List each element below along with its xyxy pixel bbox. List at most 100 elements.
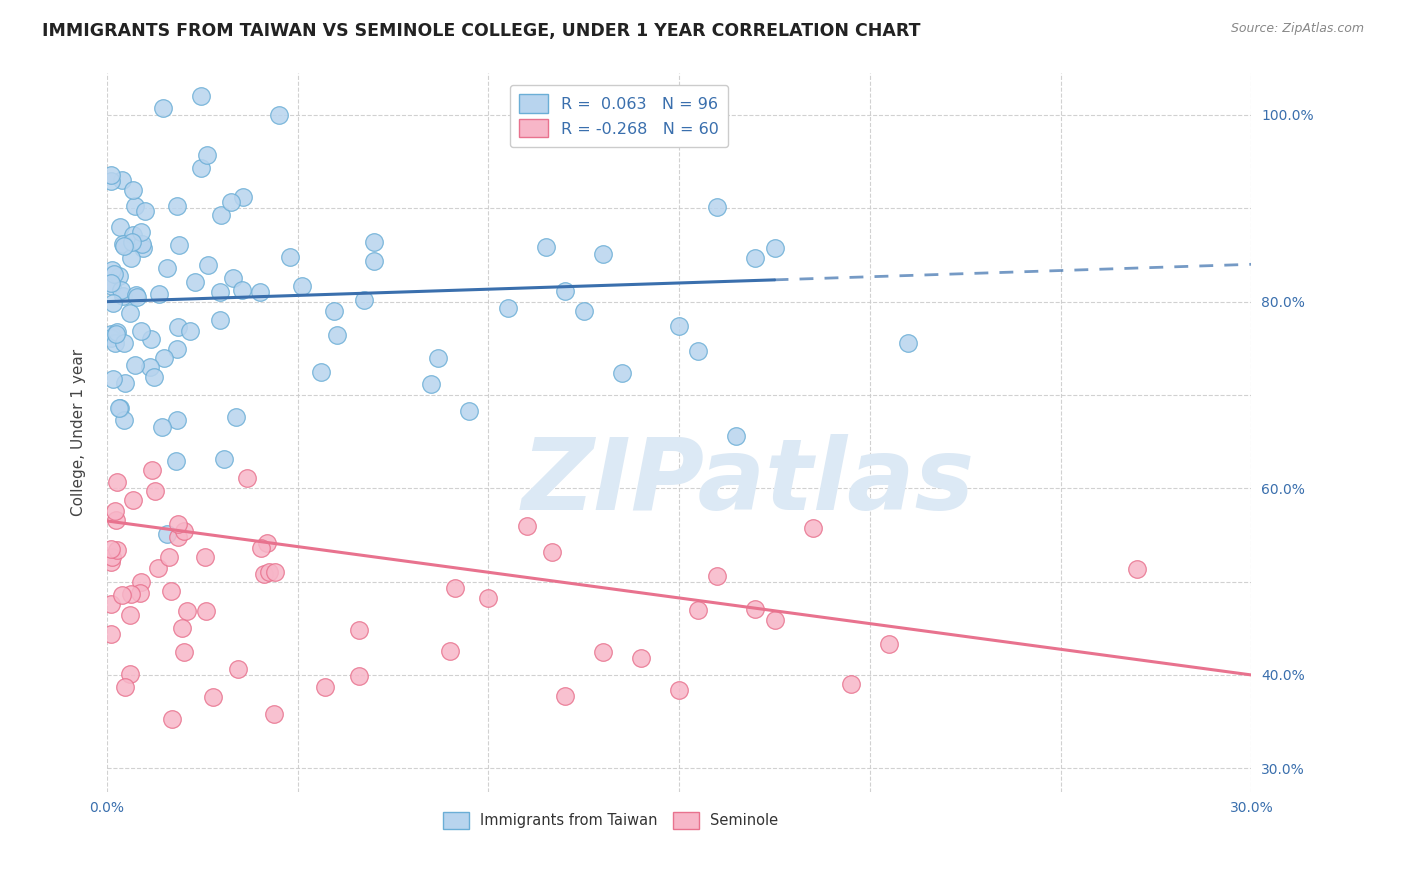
Point [290,278,312,293]
Point [1126,562,1149,576]
Point [439,644,461,658]
Point [897,335,920,350]
Point [167,319,190,334]
Text: IMMIGRANTS FROM TAIWAN VS SEMINOLE COLLEGE, UNDER 1 YEAR CORRELATION CHART: IMMIGRANTS FROM TAIWAN VS SEMINOLE COLLE… [42,22,921,40]
Point [156,527,179,541]
Point [688,343,710,358]
Point [111,237,134,252]
Point [219,195,242,210]
Point [173,645,195,659]
Point [208,285,231,300]
Point [121,235,143,249]
Point [166,199,188,213]
Point [554,689,576,703]
Point [120,587,142,601]
Point [104,336,127,351]
Point [165,453,187,467]
Point [322,304,344,318]
Point [214,452,236,467]
Point [153,351,176,365]
Point [167,530,190,544]
Point [100,541,122,556]
Point [222,270,245,285]
Point [108,401,131,415]
Point [668,683,690,698]
Point [108,219,131,234]
Point [166,412,188,426]
Point [152,101,174,115]
Point [706,569,728,583]
Point [105,513,128,527]
Point [100,174,122,188]
Point [112,412,135,426]
Point [630,650,652,665]
Point [202,690,225,704]
Point [157,549,180,564]
Point [236,471,259,485]
Point [263,706,285,721]
Point [839,677,862,691]
Point [143,483,166,498]
Point [264,565,287,579]
Point [208,313,231,327]
Point [267,108,290,122]
Point [226,662,249,676]
Point [744,602,766,616]
Point [426,351,449,366]
Point [131,237,153,252]
Point [541,545,564,559]
Point [166,342,188,356]
Point [725,429,748,443]
Point [101,372,124,386]
Point [124,199,146,213]
Point [458,404,481,418]
Point [134,204,156,219]
Point [763,241,786,255]
Point [121,492,143,507]
Point [160,583,183,598]
Point [877,637,900,651]
Point [101,295,124,310]
Point [112,336,135,351]
Point [100,276,122,290]
Point [100,279,122,293]
Point [111,289,134,303]
Point [184,275,207,289]
Point [139,360,162,375]
Point [118,608,141,623]
Point [129,324,152,338]
Point [194,605,217,619]
Point [141,332,163,346]
Point [129,586,152,600]
Point [444,581,467,595]
Point [100,626,122,640]
Point [150,420,173,434]
Point [118,667,141,681]
Point [127,290,149,304]
Point [706,200,728,214]
Point [253,566,276,581]
Point [363,254,385,268]
Point [100,549,122,564]
Point [156,260,179,275]
Point [105,475,128,490]
Point [141,463,163,477]
Point [173,524,195,539]
Point [592,645,614,659]
Point [132,242,155,256]
Point [114,680,136,694]
Point [103,267,125,281]
Point [668,319,690,334]
Point [122,228,145,243]
Point [688,603,710,617]
Point [193,549,215,564]
Point [610,366,633,380]
Point [801,520,824,534]
Point [195,147,218,161]
Point [107,401,129,415]
Point [100,331,122,345]
Point [129,574,152,589]
Point [516,518,538,533]
Point [160,712,183,726]
Point [257,565,280,579]
